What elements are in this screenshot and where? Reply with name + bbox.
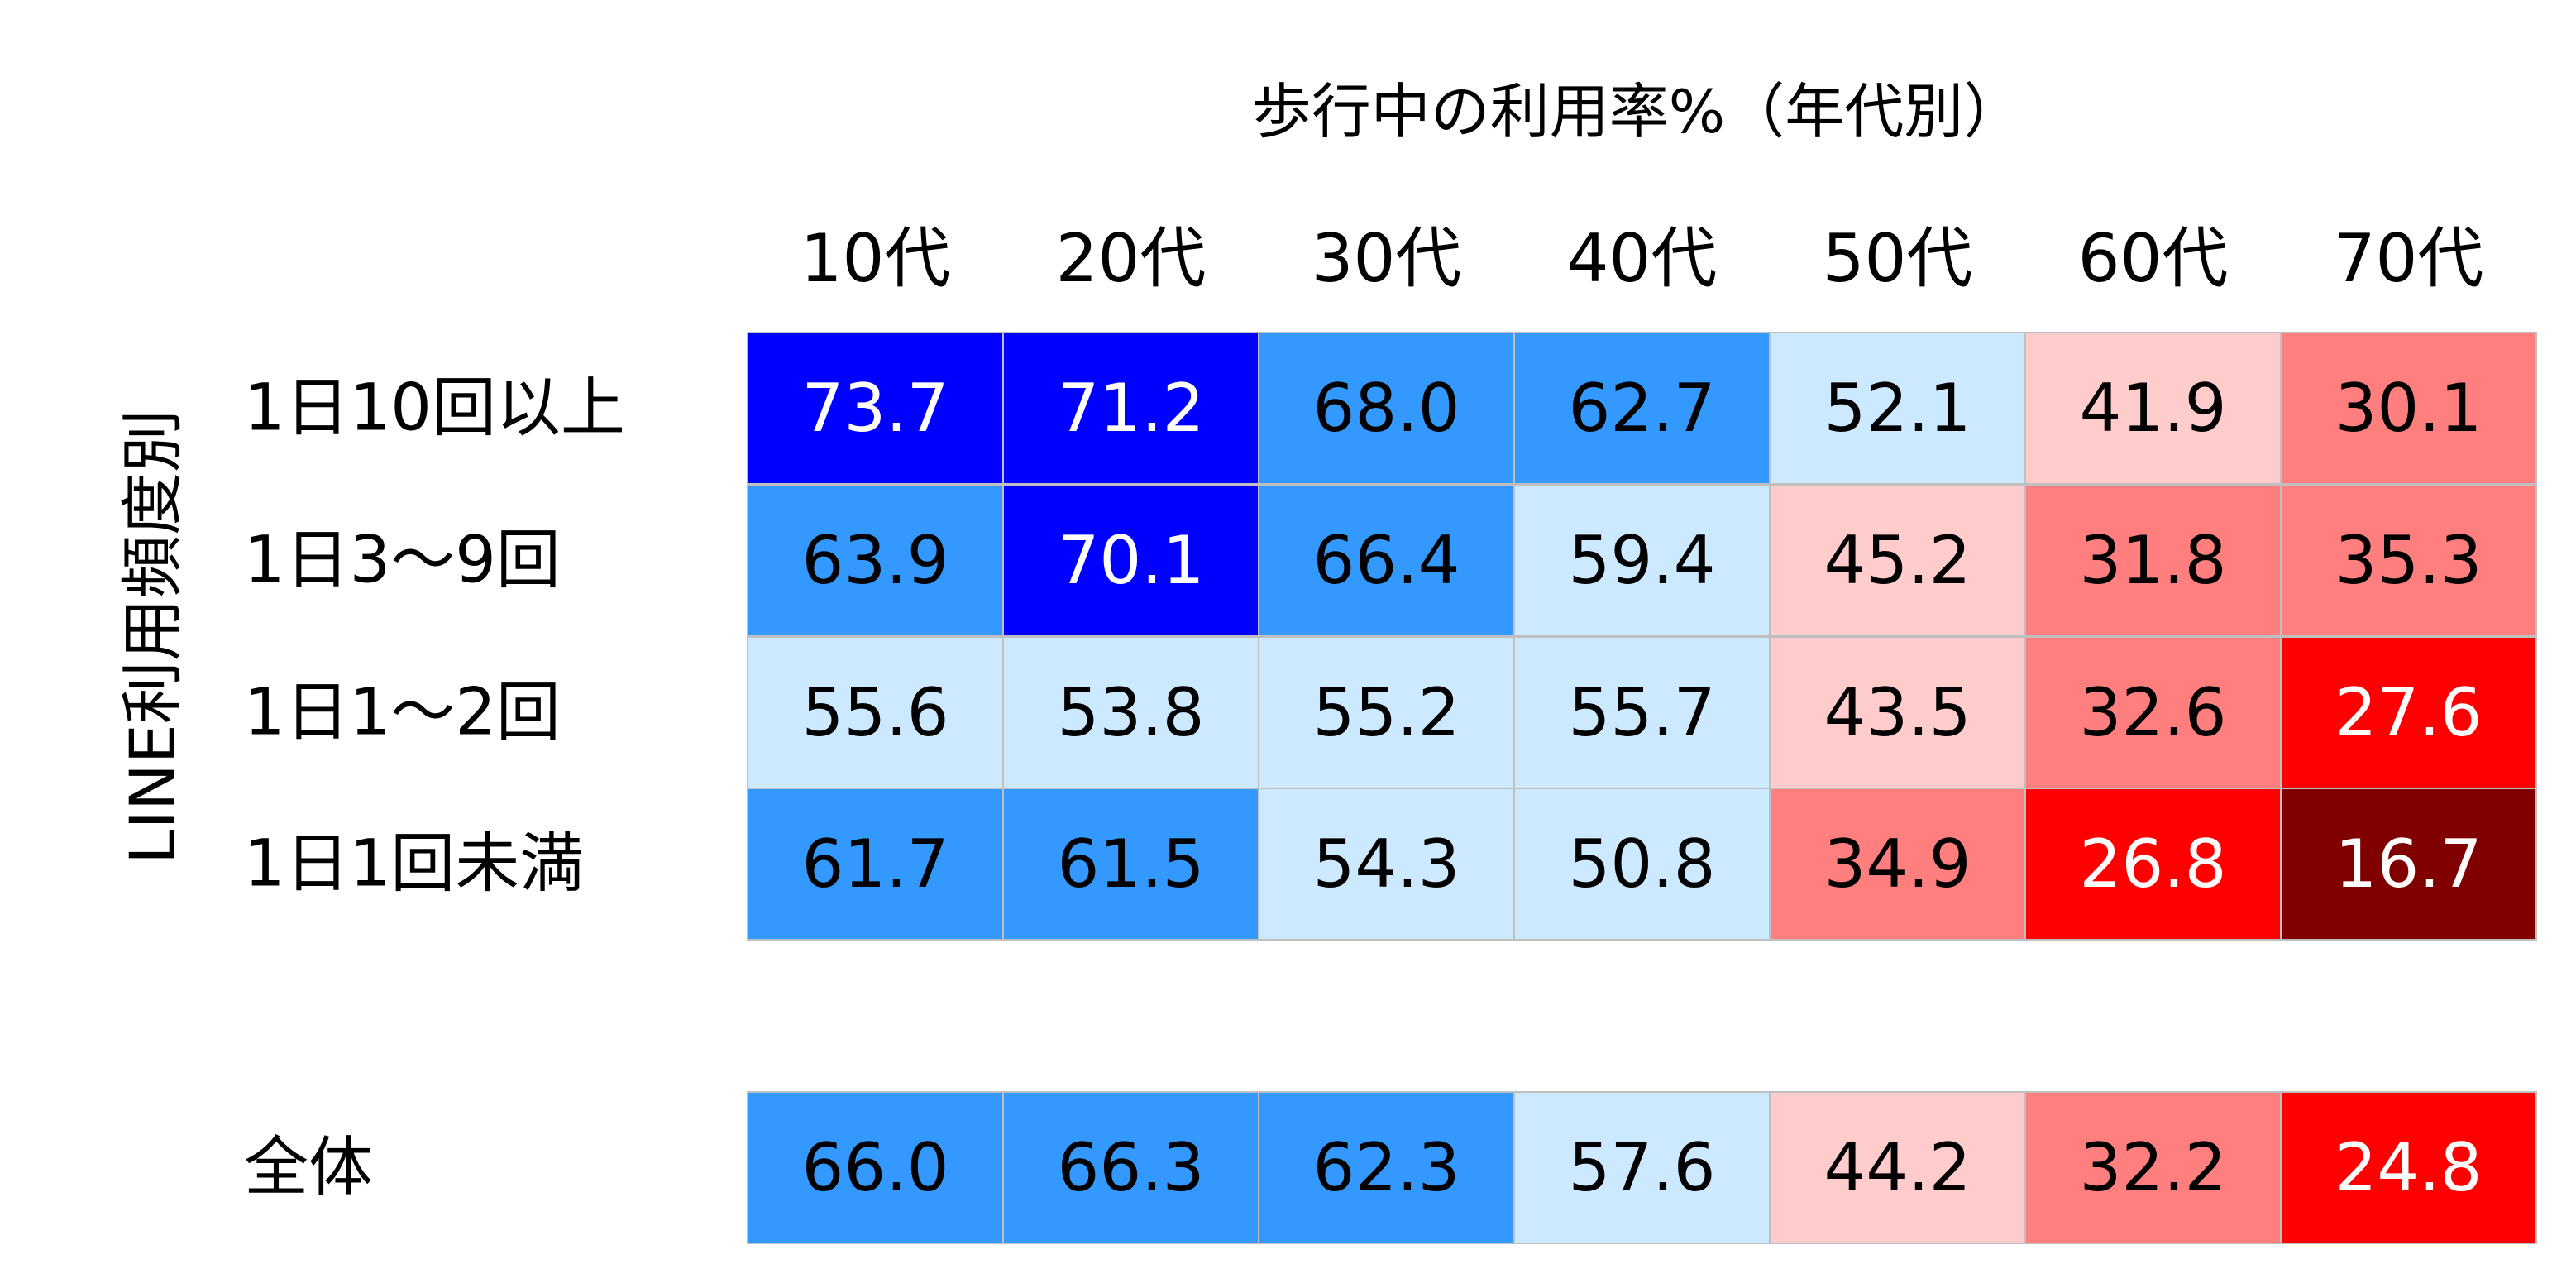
chart-title: 歩行中の利用率%（年代別） — [1252, 77, 2023, 146]
heatmap-cell — [1769, 484, 2026, 637]
y-axis-label-group: LINE利用頻度別 — [116, 409, 189, 864]
cell-value-label: 53.8 — [1057, 674, 1204, 751]
heatmap-cell — [1513, 788, 1771, 941]
cell-value-label: 32.2 — [2079, 1129, 2226, 1206]
cell-value-label: 73.7 — [801, 370, 949, 447]
total-row-label: 全体 — [244, 1131, 373, 1205]
cell-value-label: 66.0 — [801, 1129, 949, 1206]
cell-value-label: 70.1 — [1057, 522, 1204, 599]
cell-value-label: 26.8 — [2079, 826, 2226, 903]
heatmap-cell — [1769, 636, 2026, 789]
heatmap-cell — [2024, 636, 2282, 789]
row-label: 1日3〜9回 — [244, 524, 561, 598]
cell-value-label: 66.3 — [1057, 1129, 1204, 1206]
cell-value-label: 54.3 — [1312, 826, 1460, 903]
heatmap-cell — [747, 1091, 1004, 1244]
heatmap-cell — [2280, 636, 2537, 789]
cell-value-label: 62.7 — [1568, 370, 1715, 447]
column-header: 20代 — [1056, 220, 1207, 297]
column-header: 70代 — [2334, 220, 2484, 297]
cell-value-label: 30.1 — [2335, 370, 2482, 447]
cell-value-label: 63.9 — [801, 522, 949, 599]
cell-value-label: 61.7 — [801, 826, 949, 903]
row-label: 1日1〜2回 — [244, 676, 561, 750]
heatmap-cell — [1258, 636, 1515, 789]
cell-value-label: 61.5 — [1057, 826, 1204, 903]
row-label: 1日1回未満 — [244, 827, 584, 902]
cell-value-label: 34.9 — [1823, 826, 1971, 903]
column-header: 60代 — [2078, 220, 2229, 297]
cell-value-label: 59.4 — [1568, 522, 1715, 599]
heatmap-cell — [747, 788, 1004, 941]
heatmap-cell — [1258, 484, 1515, 637]
cell-value-label: 35.3 — [2335, 522, 2482, 599]
heatmap-cell — [1002, 636, 1259, 789]
column-headers: 10代 20代 30代 40代 50代 60代 70代 — [801, 220, 2484, 297]
cell-value-label: 52.1 — [1823, 370, 1971, 447]
cell-value-label: 55.7 — [1568, 674, 1715, 751]
heatmap-cell — [2024, 788, 2282, 941]
column-header: 40代 — [1567, 220, 1718, 297]
heatmap-cell — [2280, 484, 2537, 637]
heatmap-cell — [1002, 788, 1259, 941]
heatmap-cell — [1513, 332, 1771, 485]
heatmap-cell — [2024, 1091, 2282, 1244]
cell-value-label: 66.4 — [1312, 522, 1460, 599]
heatmap-cell — [747, 332, 1004, 485]
column-header: 50代 — [1823, 220, 1973, 297]
y-axis-label: LINE利用頻度別 — [116, 409, 189, 864]
heatmap-cell — [2024, 484, 2282, 637]
heatmap-cells: 73.7 71.2 68.0 62.7 52.1 41.9 30.1 63.9 70.1 66.4… — [747, 332, 2537, 1244]
heatmap-cell — [1258, 1091, 1515, 1244]
column-header: 30代 — [1312, 220, 1462, 297]
cell-value-label: 44.2 — [1823, 1129, 1971, 1206]
cell-value-label: 45.2 — [1823, 522, 1971, 599]
cell-value-label: 62.3 — [1312, 1129, 1460, 1206]
heatmap-cell — [1002, 332, 1259, 485]
cell-value-label: 55.6 — [801, 674, 949, 751]
heatmap-cell — [2280, 788, 2537, 941]
heatmap-cell — [2024, 332, 2282, 485]
heatmap-cell — [2280, 1091, 2537, 1244]
cell-value-label: 41.9 — [2079, 370, 2226, 447]
cell-value-label: 27.6 — [2335, 674, 2482, 751]
cell-value-label: 50.8 — [1568, 826, 1715, 903]
cell-value-label: 16.7 — [2335, 826, 2482, 903]
cell-value-label: 71.2 — [1057, 370, 1204, 447]
cell-value-label: 43.5 — [1823, 674, 1971, 751]
heatmap-cell — [1769, 332, 2026, 485]
row-label: 1日10回以上 — [244, 371, 625, 446]
heatmap-cell — [1513, 636, 1771, 789]
cell-value-label: 31.8 — [2079, 522, 2226, 599]
heatmap-cell — [747, 636, 1004, 789]
cell-value-label: 32.6 — [2079, 674, 2226, 751]
cell-value-label: 24.8 — [2335, 1129, 2482, 1206]
heatmap-cell — [1258, 332, 1515, 485]
cell-value-label: 68.0 — [1312, 370, 1460, 447]
cell-value-label: 55.2 — [1312, 674, 1460, 751]
cell-value-label: 57.6 — [1568, 1129, 1715, 1206]
column-header: 10代 — [801, 220, 951, 297]
heatmap-cell — [747, 484, 1004, 637]
